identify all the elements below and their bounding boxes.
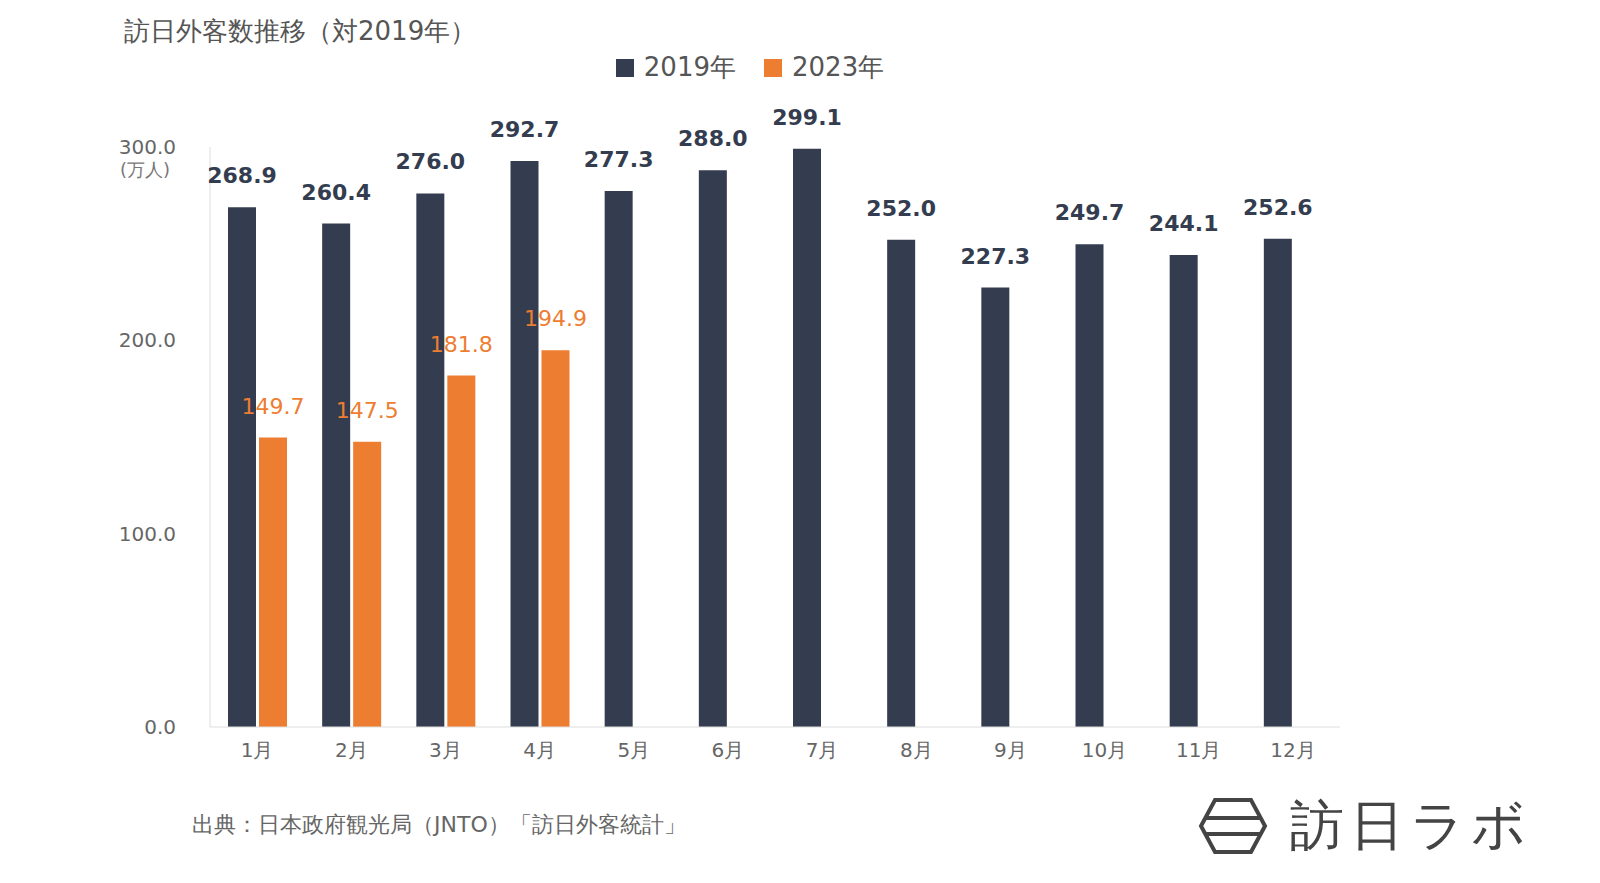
svg-text:11月: 11月 bbox=[1176, 738, 1221, 762]
html-text:(万人): (万人) bbox=[120, 159, 170, 180]
html-text:訪日ラボ: 訪日ラボ bbox=[1290, 794, 1532, 857]
svg-text:277.3: 277.3 bbox=[584, 147, 654, 172]
svg-text:252.0: 252.0 bbox=[866, 196, 936, 221]
svg-text:276.0: 276.0 bbox=[396, 149, 466, 174]
svg-text:5月: 5月 bbox=[617, 738, 650, 762]
html-text:出典：日本政府観光局（JNTO）「訪日外客統計」: 出典：日本政府観光局（JNTO）「訪日外客統計」 bbox=[192, 812, 686, 837]
svg-text:227.3: 227.3 bbox=[961, 244, 1031, 269]
svg-text:2月: 2月 bbox=[335, 738, 368, 762]
svg-text:7月: 7月 bbox=[806, 738, 839, 762]
svg-text:9月: 9月 bbox=[994, 738, 1027, 762]
svg-text:260.4: 260.4 bbox=[301, 180, 371, 205]
svg-text:8月: 8月 bbox=[900, 738, 933, 762]
svg-text:252.6: 252.6 bbox=[1243, 195, 1313, 220]
svg-text:299.1: 299.1 bbox=[772, 105, 842, 130]
svg-text:100.0: 100.0 bbox=[119, 522, 176, 546]
svg-text:268.9: 268.9 bbox=[207, 163, 277, 188]
svg-text:12月: 12月 bbox=[1270, 738, 1315, 762]
svg-text:147.5: 147.5 bbox=[336, 398, 399, 423]
svg-text:3月: 3月 bbox=[429, 738, 462, 762]
svg-text:249.7: 249.7 bbox=[1055, 200, 1125, 225]
html-text:2023年: 2023年 bbox=[792, 52, 885, 82]
svg-text:149.7: 149.7 bbox=[242, 394, 305, 419]
html-text:2019年: 2019年 bbox=[643, 52, 736, 82]
svg-text:288.0: 288.0 bbox=[678, 126, 748, 151]
svg-text:200.0: 200.0 bbox=[119, 328, 176, 352]
svg-text:4月: 4月 bbox=[523, 738, 556, 762]
svg-text:300.0: 300.0 bbox=[119, 135, 176, 159]
svg-text:6月: 6月 bbox=[712, 738, 745, 762]
svg-text:0.0: 0.0 bbox=[144, 715, 176, 739]
html-text:訪日外客数推移（対2019年）: 訪日外客数推移（対2019年） bbox=[124, 16, 477, 46]
svg-text:1月: 1月 bbox=[241, 738, 274, 762]
svg-text:181.8: 181.8 bbox=[430, 332, 493, 357]
svg-text:244.1: 244.1 bbox=[1149, 211, 1219, 236]
svg-text:292.7: 292.7 bbox=[490, 117, 560, 142]
svg-text:194.9: 194.9 bbox=[524, 306, 587, 331]
svg-text:10月: 10月 bbox=[1082, 738, 1127, 762]
